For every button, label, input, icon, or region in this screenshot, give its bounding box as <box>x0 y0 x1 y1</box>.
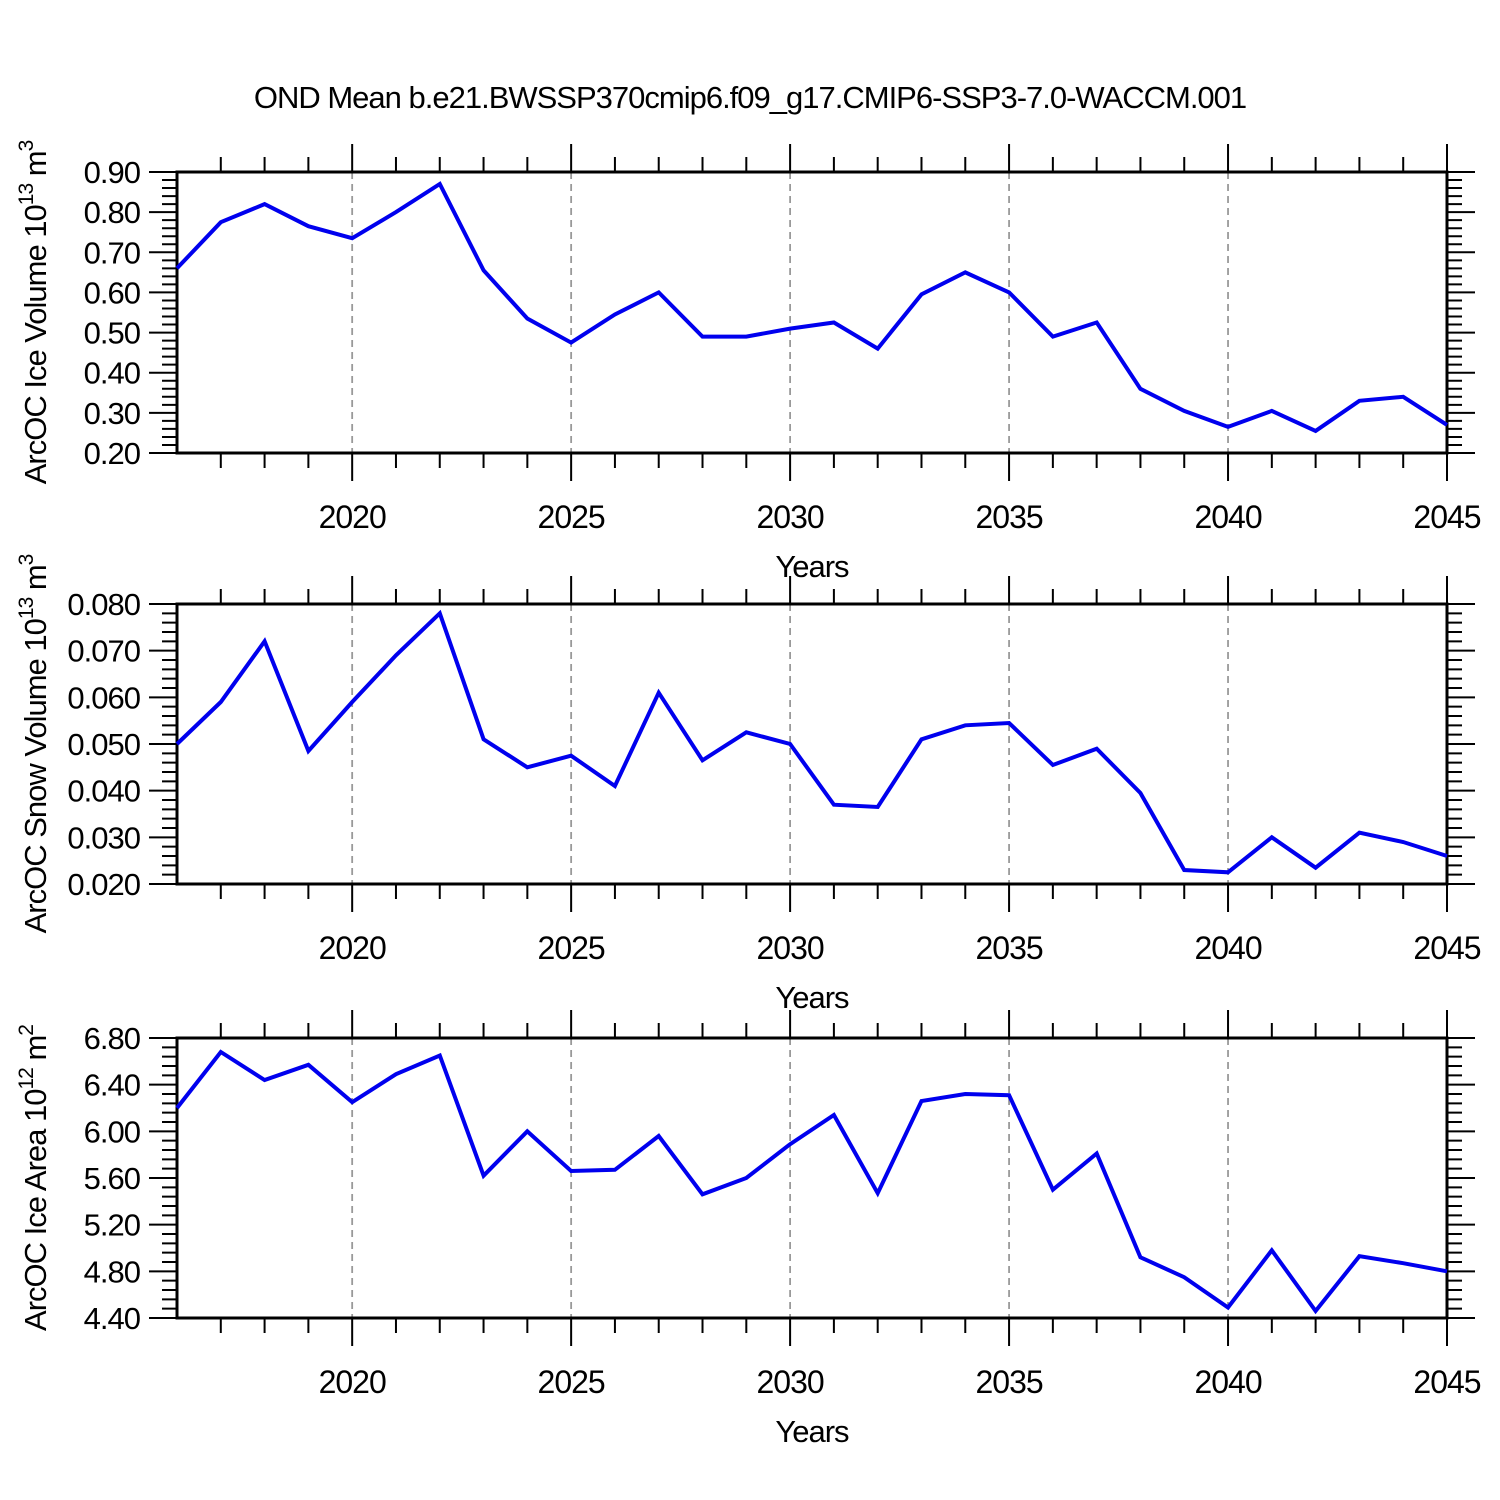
x-tick-label: 2045 <box>1413 499 1480 535</box>
x-axis-label: Years <box>775 980 849 1015</box>
y-tick-label: 0.70 <box>84 235 141 270</box>
y-tick-label: 6.00 <box>84 1114 141 1149</box>
x-tick-labels: 2020 2025 2030 2035 2040 2045 <box>319 1364 1482 1400</box>
x-tick-label: 2045 <box>1413 1364 1480 1400</box>
axis-box <box>175 1036 1449 1320</box>
grid-lines <box>351 604 1229 884</box>
tick-marks <box>149 144 1475 481</box>
panel-arcoc-ice-volume: 0.20 0.30 0.40 0.50 0.60 0.70 0.80 0.90 2020 2025… <box>15 140 1482 584</box>
x-tick-labels: 2020 2025 2030 2035 2040 2045 <box>319 499 1482 535</box>
x-tick-label: 2035 <box>975 499 1042 535</box>
x-tick-label: 2030 <box>757 930 824 966</box>
x-tick-label: 2040 <box>1194 1364 1261 1400</box>
y-tick-label: 0.030 <box>67 820 140 855</box>
x-tick-label: 2040 <box>1194 930 1261 966</box>
y-tick-label: 5.20 <box>84 1208 141 1243</box>
y-tick-label: 0.60 <box>84 275 141 310</box>
y-tick-label: 0.050 <box>67 727 140 762</box>
tick-marks <box>149 1010 1475 1346</box>
y-tick-label: 0.20 <box>84 436 141 471</box>
axis-box <box>175 602 1449 886</box>
y-tick-label: 0.040 <box>67 774 140 809</box>
y-tick-label: 0.070 <box>67 634 140 669</box>
x-tick-label: 2040 <box>1194 499 1261 535</box>
x-tick-label: 2020 <box>319 1364 386 1400</box>
tick-marks <box>149 576 1475 912</box>
x-axis-label: Years <box>775 1414 849 1449</box>
y-tick-label: 0.30 <box>84 396 141 431</box>
y-tick-label: 0.020 <box>67 867 140 902</box>
data-line-arcoc-snow-volume <box>175 609 1448 875</box>
x-tick-label: 2025 <box>538 1364 605 1400</box>
x-tick-label: 2035 <box>975 930 1042 966</box>
y-tick-label: 6.80 <box>84 1021 141 1056</box>
y-tick-labels: 0.20 0.30 0.40 0.50 0.60 0.70 0.80 0.90 <box>84 155 142 471</box>
x-tick-label: 2020 <box>319 930 386 966</box>
y-tick-label: 6.40 <box>84 1068 141 1103</box>
y-tick-label: 0.80 <box>84 195 141 230</box>
y-tick-labels: 4.40 4.80 5.20 5.60 6.00 6.40 6.80 <box>84 1021 142 1336</box>
grid-lines <box>351 1038 1229 1318</box>
x-tick-label: 2025 <box>538 930 605 966</box>
x-tick-label: 2020 <box>319 499 386 535</box>
y-tick-label: 0.080 <box>67 587 140 622</box>
y-tick-label: 5.60 <box>84 1161 141 1196</box>
y-tick-label: 0.060 <box>67 680 140 715</box>
data-line-arcoc-ice-area <box>175 1049 1448 1315</box>
y-tick-label: 0.90 <box>84 155 141 190</box>
y-tick-labels: 0.020 0.030 0.040 0.050 0.060 0.070 0.080 <box>67 587 141 902</box>
chart-title: OND Mean b.e21.BWSSP370cmip6.f09_g17.CMI… <box>253 80 1247 115</box>
y-tick-label: 0.40 <box>84 356 141 391</box>
y-axis-label: ArcOC Ice Area 1012 m2 <box>15 1025 53 1331</box>
x-tick-label: 2030 <box>757 499 824 535</box>
x-tick-label: 2045 <box>1413 930 1480 966</box>
axis-box <box>175 170 1449 455</box>
x-tick-label: 2025 <box>538 499 605 535</box>
x-tick-label: 2030 <box>757 1364 824 1400</box>
y-axis-label: ArcOC Snow Volume 1013 m3 <box>15 554 53 933</box>
x-tick-label: 2035 <box>975 1364 1042 1400</box>
x-tick-labels: 2020 2025 2030 2035 2040 2045 <box>319 930 1482 966</box>
y-axis-label: ArcOC Ice Volume 1013 m3 <box>15 140 53 484</box>
panel-arcoc-ice-area: 4.40 4.80 5.20 5.60 6.00 6.40 6.80 2020 2025 2030… <box>15 1010 1482 1449</box>
y-tick-label: 4.40 <box>84 1301 141 1336</box>
y-tick-label: 0.50 <box>84 316 141 351</box>
grid-lines <box>351 172 1229 453</box>
y-tick-label: 4.80 <box>84 1254 141 1289</box>
x-axis-label: Years <box>775 549 849 584</box>
data-line-arcoc-ice-volume <box>175 181 1449 434</box>
